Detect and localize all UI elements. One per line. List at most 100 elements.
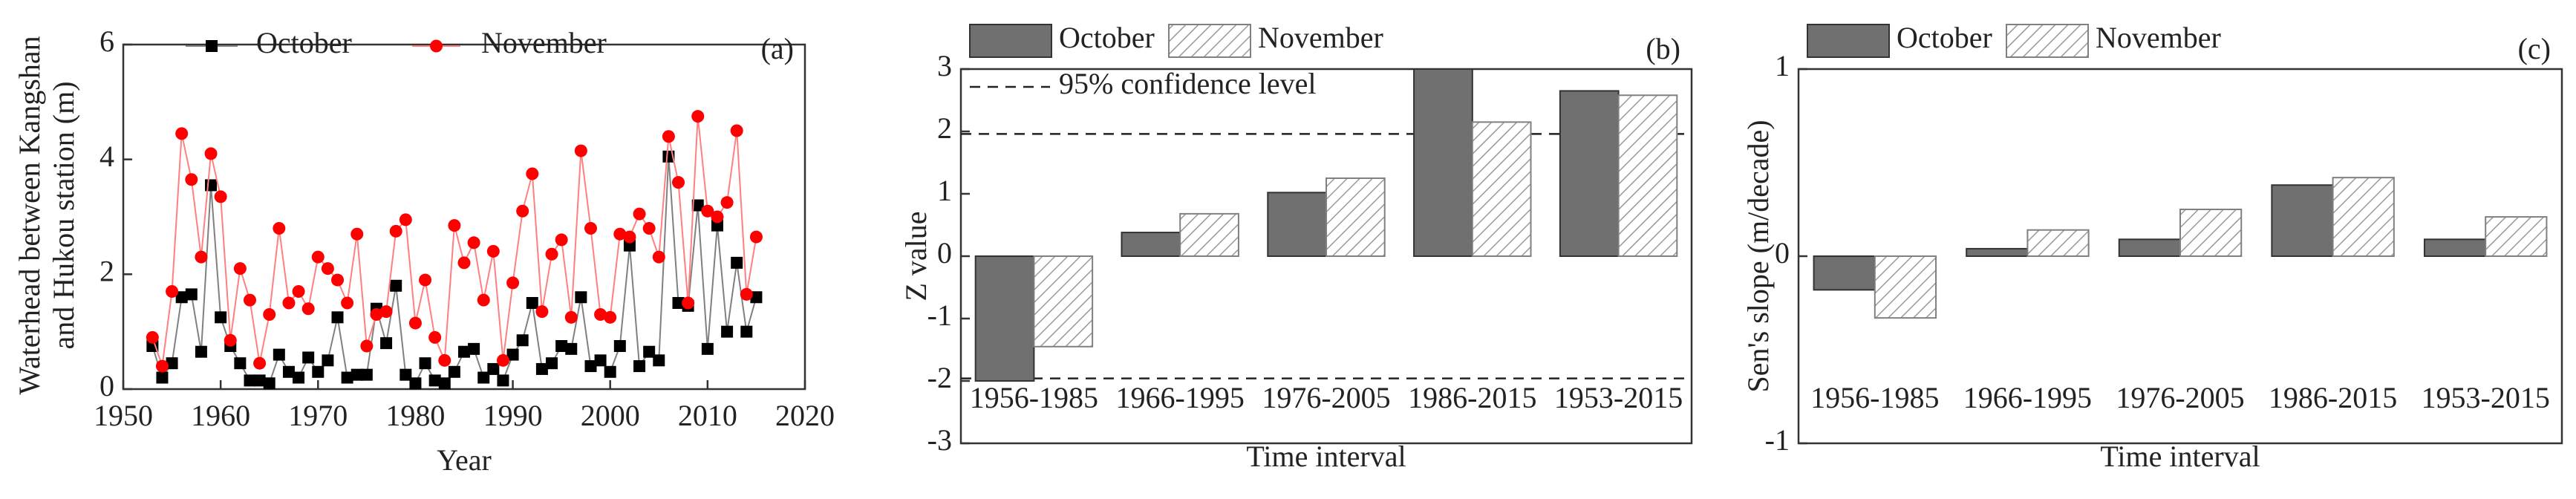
bar [1617,94,1678,257]
marker [331,273,345,287]
bar [1413,68,1473,257]
marker [584,360,597,373]
x-tick-label: 1960 [191,399,250,432]
marker [750,291,763,304]
marker [575,291,587,304]
marker [146,340,159,352]
marker [506,276,520,290]
marker [691,110,705,123]
marker [409,377,422,390]
marker [214,190,227,203]
marker [175,127,189,140]
marker [322,354,334,367]
bar [974,255,1035,382]
marker [526,167,539,180]
marker [555,233,568,247]
marker [408,316,422,330]
y-tick-label: 3 [937,49,952,82]
marker [292,285,305,299]
x-tick-label: 2010 [678,399,737,432]
marker [574,144,587,157]
y-tick-label: 2 [937,111,952,145]
marker [457,256,471,270]
marker [273,348,285,361]
y-tick-label: 1 [937,174,952,207]
bar [1813,255,1876,291]
legend-label: November [2096,21,2221,54]
marker [302,351,315,364]
legend-swatch [2006,24,2089,58]
legend-label: November [481,26,607,59]
marker [633,360,646,373]
marker [204,147,218,160]
marker [535,305,549,319]
marker [428,374,441,387]
marker [428,330,442,344]
marker [653,354,665,367]
marker [438,353,451,367]
legend-label: October [1059,21,1155,54]
marker [711,219,723,232]
y-tick-label: 6 [100,25,114,58]
marker [419,273,432,287]
marker [331,311,344,324]
marker [350,368,363,381]
y-axis-label: Waterhead between Kangshan [13,36,46,394]
marker [263,307,276,321]
marker [545,247,558,261]
bar [1033,255,1094,348]
marker [468,342,480,355]
plot-frame [122,43,806,391]
y-tick-label: 0 [937,236,952,270]
legend-swatch [1168,24,1251,58]
marker [293,371,305,384]
marker [321,262,334,275]
marker [721,325,734,338]
marker [233,262,247,275]
marker [380,337,393,350]
marker [516,334,529,347]
marker [205,179,218,192]
bar [1874,255,1937,319]
marker [341,371,353,384]
marker [379,305,393,319]
marker [486,244,500,258]
marker [301,302,315,316]
y-tick-label: 0 [1775,236,1790,270]
marker [584,221,597,235]
marker [156,371,169,384]
marker [430,39,443,53]
marker [448,219,461,232]
y-tick-label: 0 [100,369,114,402]
marker [350,227,364,241]
marker [206,40,218,52]
bar [1559,90,1620,258]
x-tick-label: 1956-1985 [1810,381,1939,414]
marker [720,196,734,209]
marker [477,371,490,384]
bar [2179,209,2243,257]
marker [438,377,451,390]
bar [2485,216,2548,257]
y-axis-label: and Hukou station (m) [47,81,80,349]
marker [555,340,568,352]
marker [477,293,490,307]
marker [701,204,714,218]
legend-swatch [1807,24,1890,58]
legend-label: October [1897,21,1992,54]
bar [1121,232,1181,257]
x-axis-label: Year [437,443,492,477]
marker [662,130,675,143]
marker [146,330,159,344]
marker [604,365,616,378]
x-axis-label: Time interval [1246,440,1406,473]
bar [2423,238,2487,258]
marker [419,357,431,370]
bar [1471,121,1532,257]
x-tick-label: 1950 [94,399,153,432]
x-tick-label: 1986-2015 [2269,381,2397,414]
marker [224,333,237,347]
y-tick-label: -1 [927,299,952,332]
